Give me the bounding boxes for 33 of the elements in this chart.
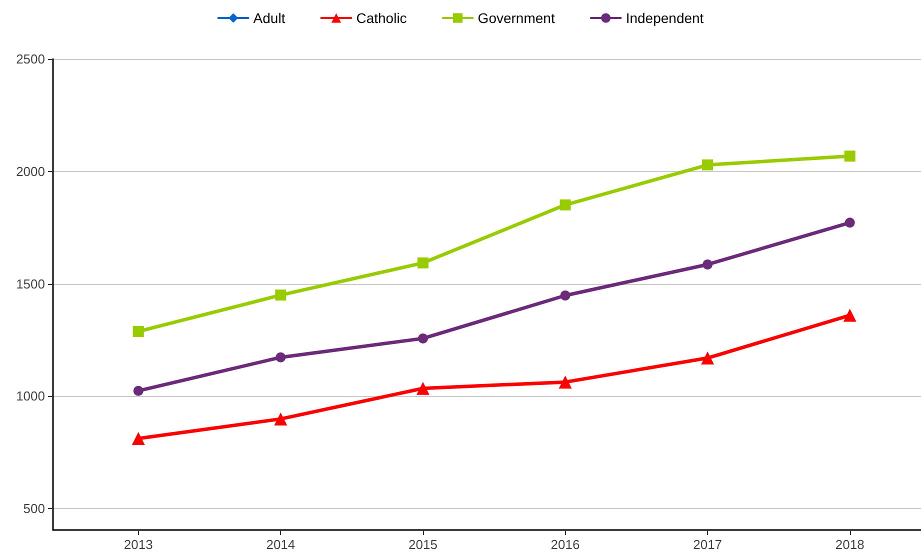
point xyxy=(416,382,430,395)
y-tick-label: 2000 xyxy=(16,164,45,179)
point xyxy=(274,412,288,426)
point xyxy=(701,352,714,365)
point xyxy=(132,432,145,445)
point xyxy=(558,376,572,389)
legend-label: Independent xyxy=(626,10,704,26)
x-tick-label: 2016 xyxy=(550,537,580,552)
legend-label: Adult xyxy=(253,10,286,26)
y-tick-label: 500 xyxy=(23,501,45,516)
point xyxy=(702,259,713,270)
legend-label: Catholic xyxy=(356,10,407,26)
x-tick-label: 2015 xyxy=(408,537,438,552)
point xyxy=(275,290,286,301)
x-tick-label: 2018 xyxy=(835,537,864,552)
point xyxy=(844,218,855,228)
y-tick-label: 1000 xyxy=(16,388,45,404)
legend-label: Government xyxy=(478,10,555,26)
y-tick-label: 2500 xyxy=(16,52,45,66)
point xyxy=(702,159,714,170)
point xyxy=(560,199,571,210)
x-tick-label: 2017 xyxy=(693,537,722,552)
x-tick-label: 2013 xyxy=(124,537,153,552)
point xyxy=(418,333,428,344)
point xyxy=(417,257,428,268)
x-tick-label: 2014 xyxy=(266,537,296,552)
point xyxy=(132,326,144,337)
point xyxy=(276,352,286,362)
point xyxy=(133,386,144,396)
y-tick-label: 1500 xyxy=(16,276,45,292)
point xyxy=(843,308,856,322)
point xyxy=(560,290,570,301)
point xyxy=(844,150,856,162)
